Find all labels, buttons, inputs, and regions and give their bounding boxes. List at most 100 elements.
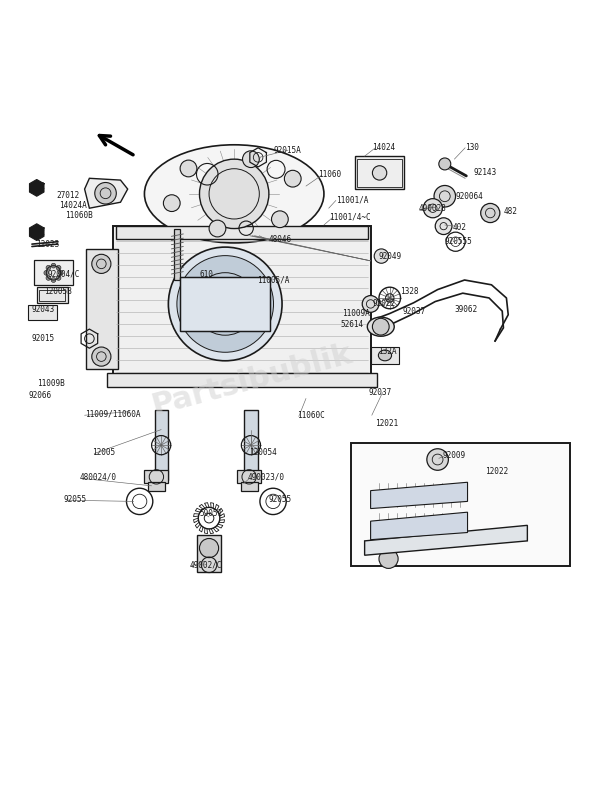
Text: 11060: 11060: [318, 170, 341, 179]
Bar: [244, 411, 257, 480]
Text: 92043: 92043: [32, 305, 55, 315]
Ellipse shape: [145, 144, 324, 243]
Text: 490028: 490028: [418, 204, 446, 213]
Text: 11009/11060A: 11009/11060A: [85, 410, 140, 418]
Text: 12023: 12023: [35, 239, 59, 249]
Circle shape: [56, 276, 61, 280]
Text: 11005/A: 11005/A: [257, 276, 289, 284]
Text: 39062: 39062: [454, 305, 478, 315]
Bar: [37, 287, 68, 303]
Circle shape: [362, 296, 379, 312]
Circle shape: [373, 166, 387, 180]
Text: 920555: 920555: [445, 236, 473, 246]
Circle shape: [92, 347, 111, 366]
Bar: [241, 482, 257, 491]
Text: 92015A: 92015A: [273, 146, 301, 155]
Text: 12021: 12021: [375, 419, 398, 428]
Text: 52614: 52614: [341, 319, 364, 329]
Text: 12005B: 12005B: [44, 287, 71, 297]
Text: 130: 130: [464, 143, 478, 152]
Bar: [197, 535, 221, 572]
Bar: [28, 305, 57, 319]
Circle shape: [209, 220, 226, 237]
Text: 48046: 48046: [269, 235, 292, 244]
Bar: [145, 470, 169, 484]
Circle shape: [284, 170, 301, 187]
Text: 920064: 920064: [455, 192, 484, 201]
Circle shape: [199, 539, 218, 557]
Text: 14024A: 14024A: [59, 201, 87, 210]
Polygon shape: [371, 512, 467, 540]
Circle shape: [44, 271, 49, 276]
Circle shape: [434, 185, 455, 207]
Ellipse shape: [367, 317, 394, 336]
Text: 14024: 14024: [372, 143, 395, 152]
Text: 11001/A: 11001/A: [336, 195, 368, 204]
Bar: [34, 260, 73, 285]
Text: 1328: 1328: [401, 287, 419, 297]
Text: 132: 132: [31, 181, 44, 191]
Ellipse shape: [379, 350, 392, 361]
Text: 490023/0: 490023/0: [247, 473, 284, 482]
Text: 11009A: 11009A: [342, 309, 370, 318]
Circle shape: [51, 278, 56, 283]
Circle shape: [374, 249, 389, 263]
Text: 12005: 12005: [92, 447, 115, 457]
Bar: [351, 444, 571, 566]
Circle shape: [481, 203, 500, 223]
Text: 59051: 59051: [199, 509, 223, 518]
Text: 11060C: 11060C: [297, 411, 325, 420]
Bar: [181, 277, 270, 330]
Text: 92037: 92037: [369, 388, 392, 397]
Bar: [38, 290, 65, 301]
Text: 11060B: 11060B: [65, 211, 93, 221]
Bar: [175, 229, 181, 280]
Circle shape: [46, 265, 51, 270]
Bar: [155, 411, 168, 480]
Text: 402: 402: [452, 223, 466, 232]
Circle shape: [58, 271, 63, 276]
Text: 92022: 92022: [373, 299, 396, 309]
Circle shape: [180, 160, 197, 177]
Circle shape: [177, 256, 274, 352]
Bar: [116, 226, 368, 239]
Bar: [107, 374, 377, 386]
Circle shape: [373, 318, 389, 335]
Polygon shape: [29, 224, 44, 240]
Bar: [181, 277, 270, 330]
Circle shape: [169, 247, 282, 361]
Text: 92055: 92055: [64, 495, 87, 503]
Text: 27012: 27012: [56, 191, 80, 199]
Polygon shape: [85, 178, 128, 208]
Text: 49002/C: 49002/C: [190, 560, 221, 569]
Text: 92009: 92009: [442, 451, 466, 460]
Text: 92037: 92037: [403, 307, 426, 316]
Text: 120054: 120054: [249, 447, 277, 457]
Circle shape: [423, 199, 442, 217]
Text: 480024/0: 480024/0: [80, 473, 117, 482]
Bar: [148, 482, 165, 491]
Circle shape: [46, 276, 51, 280]
Text: 132A: 132A: [378, 347, 396, 356]
Polygon shape: [250, 148, 266, 167]
Circle shape: [56, 265, 61, 270]
Text: 12022: 12022: [485, 467, 509, 476]
Text: Partsibublik: Partsibublik: [149, 340, 356, 422]
Polygon shape: [371, 482, 467, 509]
Polygon shape: [29, 180, 44, 196]
Circle shape: [51, 263, 56, 268]
Text: 92143: 92143: [473, 168, 497, 177]
Text: 92055: 92055: [269, 495, 292, 503]
Text: 482: 482: [503, 206, 517, 216]
Text: 92015: 92015: [32, 334, 55, 343]
Text: 610: 610: [199, 269, 214, 279]
Circle shape: [439, 158, 451, 170]
Bar: [355, 156, 404, 189]
Polygon shape: [365, 525, 527, 555]
Circle shape: [92, 254, 111, 273]
Text: 11009B: 11009B: [37, 379, 64, 388]
Bar: [358, 159, 402, 187]
Bar: [237, 470, 261, 484]
Circle shape: [271, 211, 288, 228]
Text: 92066: 92066: [29, 391, 52, 400]
